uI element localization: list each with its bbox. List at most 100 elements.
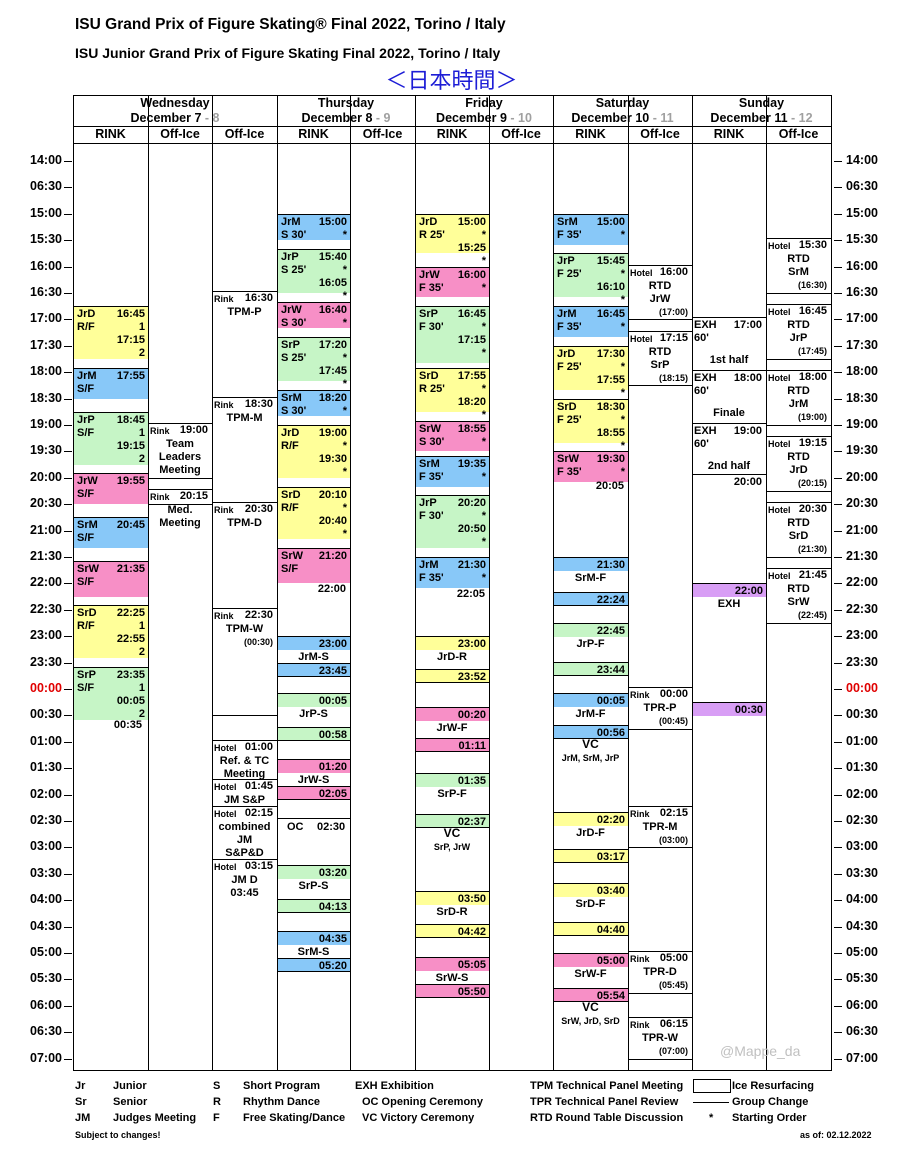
starting-order-mark: *	[620, 294, 625, 306]
start-time: 17:55	[116, 370, 145, 382]
segment-label: S/F	[77, 427, 95, 439]
time-label-right: 22:00	[846, 575, 878, 589]
note-detail: S&P&D	[225, 847, 264, 859]
time-label-left: 06:00	[30, 998, 62, 1012]
time-tick	[834, 715, 842, 716]
day-date-alt: - 11	[652, 111, 674, 125]
time-tick	[64, 504, 72, 505]
session-block: JrW 16:00 F 35' *	[416, 267, 489, 297]
start-time: 16:40	[318, 304, 347, 316]
note-detail: (22:45)	[797, 610, 827, 620]
time-label-right: 19:00	[846, 417, 878, 431]
segment-label: F 35'	[419, 282, 444, 294]
header-bottom-line	[73, 143, 831, 144]
segment-label: R 25'	[419, 229, 445, 241]
note-place: Hotel	[768, 241, 791, 251]
time-tick	[834, 900, 842, 901]
time-tick	[834, 583, 842, 584]
note-detail: (03:00)	[658, 835, 688, 845]
discipline-code: JrW	[419, 269, 440, 281]
time-tick	[834, 1059, 842, 1060]
exh-duration: 60'	[694, 438, 709, 450]
time-label-right: 05:00	[846, 945, 878, 959]
day-header: Sunday December 11 - 12	[692, 96, 831, 126]
time-label-right: 04:00	[846, 892, 878, 906]
note-time: 03:15	[244, 860, 273, 872]
session-block: JrM 15:00 S 30' *	[278, 214, 350, 241]
note-end-line	[766, 491, 831, 492]
ice-resurfacing-swatch	[693, 1079, 731, 1093]
time-tick	[834, 372, 842, 373]
resurfacing-band: 05:00	[554, 953, 628, 967]
legend-abbr: R	[213, 1096, 221, 1108]
exh-time: 19:00	[733, 425, 762, 437]
session-block: SrW 21:35 S/F	[74, 561, 148, 597]
note-detail: SrW	[787, 596, 810, 608]
note-place: Rink	[214, 505, 234, 515]
time-tick	[64, 240, 72, 241]
segment-label: S/F	[77, 488, 95, 500]
note-detail: JrW	[649, 293, 671, 305]
starting-order-mark: *	[342, 264, 347, 276]
note-line	[212, 740, 277, 741]
resurfacing-band: 04:42	[416, 924, 489, 938]
discipline-code: SrM	[419, 458, 440, 470]
time-tick	[64, 927, 72, 928]
note-detail: (00:45)	[658, 716, 688, 726]
time-tick	[834, 689, 842, 690]
vc-label: VC	[582, 737, 599, 751]
exh-part: 2nd half	[707, 460, 751, 472]
starting-order-mark: *	[620, 321, 625, 333]
discipline-code: JrP	[557, 255, 575, 267]
discipline-code: SrM	[77, 519, 98, 531]
header-top-line	[73, 95, 831, 96]
time-tick	[834, 557, 842, 558]
group-time: 20:40	[318, 515, 347, 527]
column-subheader: Off-Ice	[160, 127, 200, 141]
session-block: JrW 19:55 S/F	[74, 473, 148, 504]
note-end-line	[766, 557, 831, 558]
exh-line	[692, 317, 766, 318]
time-label-left: 14:00	[30, 153, 62, 167]
time-tick	[834, 768, 842, 769]
day-header: Wednesday December 7 - 8	[73, 96, 277, 126]
session-block: JrM 21:30 F 35' *	[416, 557, 489, 588]
event-label: SrP-F	[437, 788, 467, 800]
column-line	[628, 95, 629, 1071]
resurfacing-band: 23:00	[416, 636, 489, 650]
time-label-left: 00:30	[30, 707, 62, 721]
start-time: 19:55	[116, 475, 145, 487]
segment-label: S/F	[77, 682, 95, 694]
time-tick	[64, 742, 72, 743]
time-label-left: 15:30	[30, 232, 62, 246]
note-line	[766, 238, 831, 239]
time-tick	[64, 900, 72, 901]
time-label-left: 16:00	[30, 259, 62, 273]
time-tick	[834, 451, 842, 452]
session-block: SrM 18:20 S 30' *	[278, 390, 350, 417]
time-tick	[64, 267, 72, 268]
segment-label: S/F	[281, 563, 299, 575]
exh-duration: 60'	[694, 385, 709, 397]
note-detail: TPM-D	[227, 517, 262, 529]
starting-order-mark: *	[342, 290, 347, 302]
legend-desc: Judges Meeting	[113, 1112, 197, 1124]
note-detail: TPM-P	[227, 306, 262, 318]
discipline-code: SrD	[419, 370, 439, 382]
note-time: 15:30	[798, 239, 827, 251]
note-end-line	[766, 359, 831, 360]
session-block: SrP 23:35 S/F 1 00:05 2	[74, 667, 148, 720]
note-place: Hotel	[768, 571, 791, 581]
starting-order-mark: *	[481, 572, 486, 584]
time-tick	[64, 636, 72, 637]
exh-end: 20:00	[733, 476, 762, 488]
resurfacing-band: 05:05	[416, 957, 489, 971]
session-block: JrD 15:00 R 25' * 15:25 *	[416, 214, 489, 267]
discipline-code: SrW	[77, 563, 99, 575]
time-tick	[64, 610, 72, 611]
resurfacing-band: 00:58	[278, 727, 350, 741]
note-time: 00:00	[659, 688, 688, 700]
legend-item: RTD Round Table Discussion	[530, 1112, 684, 1124]
time-label-right: 01:30	[846, 760, 878, 774]
note-detail: TPM-W	[225, 623, 264, 635]
